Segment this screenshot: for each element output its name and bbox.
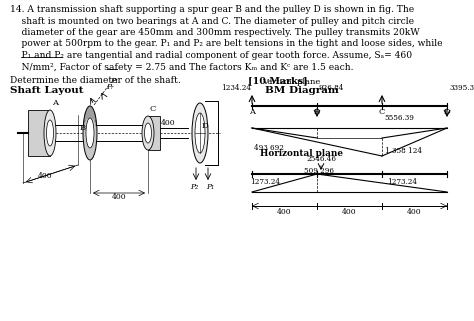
Text: diameter of the gear are 450mm and 300mm respectively. The pulley transmits 20kW: diameter of the gear are 450mm and 300mm… [10, 28, 420, 37]
Text: C: C [150, 105, 156, 113]
Text: A: A [52, 99, 58, 107]
Ellipse shape [145, 123, 152, 143]
Ellipse shape [46, 120, 54, 146]
Ellipse shape [195, 113, 205, 153]
Text: B: B [80, 124, 86, 132]
Text: [10 Marks]: [10 Marks] [248, 76, 308, 85]
Text: B: B [314, 108, 320, 116]
Ellipse shape [142, 116, 154, 150]
Text: 400: 400 [161, 119, 175, 127]
Text: N/mm², Factor of safety = 2.75 and The factors Kₘ and Kᶜ are 1.5 each.: N/mm², Factor of safety = 2.75 and The f… [10, 63, 354, 72]
Text: BM Diagram: BM Diagram [265, 86, 339, 95]
Text: 400: 400 [38, 172, 52, 180]
Text: 2546.46: 2546.46 [306, 155, 336, 163]
Text: P₁: P₁ [110, 77, 118, 85]
Text: C: C [379, 108, 385, 116]
Text: Pᵣ: Pᵣ [106, 83, 114, 91]
Bar [148, 116, 160, 150]
Text: Horizontal plane: Horizontal plane [260, 149, 343, 158]
Text: Shaft Layout: Shaft Layout [10, 86, 83, 95]
Text: 493 692: 493 692 [254, 144, 284, 152]
Text: 1273.24: 1273.24 [387, 178, 417, 186]
Text: 400: 400 [112, 193, 126, 201]
Text: Determine the diameter of the shaft.: Determine the diameter of the shaft. [10, 76, 181, 85]
Text: shaft is mounted on two bearings at A and C. The diameter of pulley and pitch ci: shaft is mounted on two bearings at A an… [10, 16, 414, 25]
Text: 3395.31: 3395.31 [449, 84, 474, 92]
Text: Vertical plane: Vertical plane [262, 78, 320, 86]
Bar [28, 110, 50, 156]
Text: 1 358 124: 1 358 124 [385, 147, 422, 155]
Ellipse shape [192, 103, 208, 163]
Text: D: D [444, 108, 450, 116]
Ellipse shape [44, 110, 56, 156]
Text: 1234.24: 1234.24 [221, 84, 251, 92]
Text: 926.84: 926.84 [319, 84, 345, 92]
Text: D: D [202, 122, 209, 130]
Text: P₁: P₁ [206, 183, 214, 191]
Text: 14. A transmission shaft supporting a spur gear B and the pulley D is shown in f: 14. A transmission shaft supporting a sp… [10, 5, 414, 14]
Text: P₂: P₂ [190, 183, 198, 191]
Text: power at 500rpm to the gear. P₁ and P₂ are belt tensions in the tight and loose : power at 500rpm to the gear. P₁ and P₂ a… [10, 39, 443, 48]
Text: 400: 400 [407, 208, 422, 216]
Text: 509 296: 509 296 [304, 167, 334, 175]
Text: 5556.39: 5556.39 [384, 114, 414, 122]
Ellipse shape [83, 106, 97, 160]
Ellipse shape [86, 118, 94, 148]
Text: A: A [249, 108, 255, 116]
Text: 400: 400 [342, 208, 357, 216]
Text: 400: 400 [277, 208, 292, 216]
Text: 1273.24: 1273.24 [250, 178, 280, 186]
Text: P₁ and P₂ are tangential and radial component of gear tooth force. Assume, Sₐ= 4: P₁ and P₂ are tangential and radial comp… [10, 51, 412, 60]
